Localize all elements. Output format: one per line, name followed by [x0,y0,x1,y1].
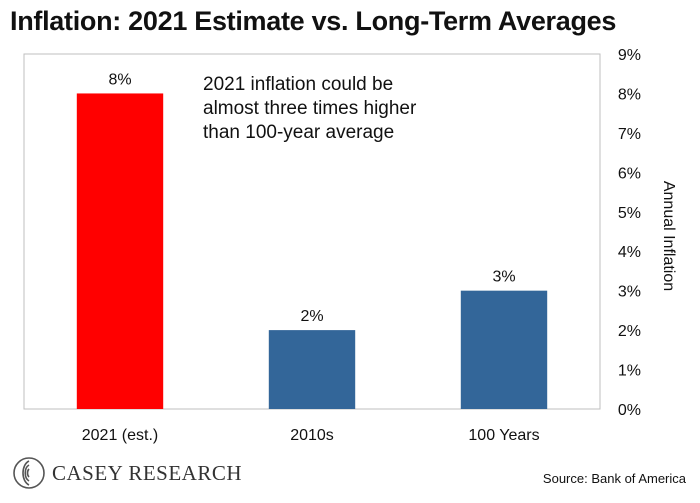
category-label: 2010s [290,427,334,444]
bar [268,330,356,409]
y-tick-label: 2% [618,323,641,340]
bars [76,93,548,409]
source-note: Source: Bank of America [542,471,686,486]
y-tick-label: 3% [618,284,641,301]
annotation-line: 2021 inflation could be [203,74,393,95]
y-tick-label: 1% [618,363,641,380]
y-tick-label: 7% [618,126,641,143]
y-tick-label: 5% [618,205,641,222]
category-label: 2021 (est.) [82,427,158,444]
bar [460,290,548,409]
y-tick-label: 8% [618,86,641,103]
y-tick-label: 6% [618,165,641,182]
brand-name: CASEY RESEARCH [52,460,243,485]
data-label: 2% [300,308,323,325]
data-label: 3% [492,269,515,286]
brand-logo: CASEY RESEARCH [12,456,242,490]
bar [76,93,164,409]
annotation-line: than 100-year average [203,122,394,143]
category-labels: 2021 (est.) 2010s 100 Years [82,427,540,444]
data-label: 8% [108,71,131,88]
y-tick-label: 0% [618,402,641,419]
chart-title: Inflation: 2021 Estimate vs. Long-Term A… [10,6,617,36]
category-label: 100 Years [468,427,539,444]
data-labels: 8% 2% 3% [108,71,515,325]
casey-research-logo-icon [13,457,45,489]
y-axis-label: Annual Inflation [660,181,677,291]
y-axis-ticks: 0% 1% 2% 3% 4% 5% 6% 7% 8% 9% [618,47,641,419]
y-tick-label: 4% [618,244,641,261]
annotation: 2021 inflation could be almost three tim… [203,74,422,143]
annotation-line: almost three times higher [203,98,417,119]
y-tick-label: 9% [618,47,641,64]
